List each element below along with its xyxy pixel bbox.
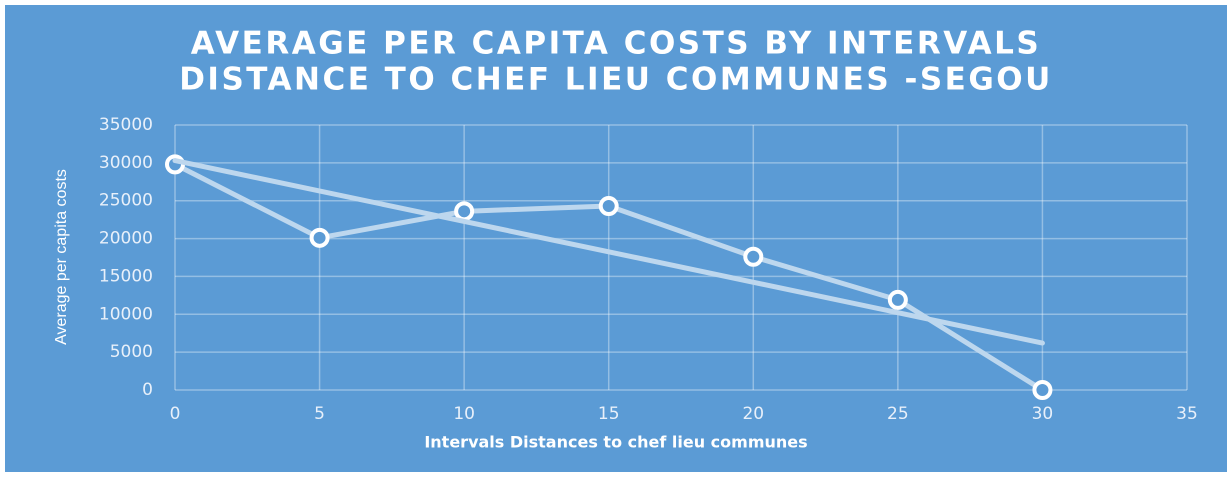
x-tick-label: 15 bbox=[598, 404, 620, 424]
marker bbox=[454, 201, 475, 222]
y-tick-label: 0 bbox=[142, 380, 153, 400]
y-tick-label: 5000 bbox=[110, 342, 153, 362]
y-tick-label: 25000 bbox=[99, 191, 153, 211]
x-tick-label: 25 bbox=[887, 404, 909, 424]
x-tick-label: 5 bbox=[314, 404, 325, 424]
x-tick-label: 30 bbox=[1032, 404, 1054, 424]
trendline bbox=[172, 158, 1045, 346]
y-tick-label: 15000 bbox=[99, 266, 153, 286]
marker bbox=[743, 246, 764, 267]
marker bbox=[309, 227, 330, 248]
chart-title: AVERAGE PER CAPITA COSTS BY INTERVALS bbox=[191, 26, 1041, 62]
x-axis-label: Intervals Distances to chef lieu commune… bbox=[424, 433, 807, 452]
y-tick-label: 35000 bbox=[99, 115, 153, 135]
marker bbox=[598, 196, 619, 217]
y-tick-label: 10000 bbox=[99, 304, 153, 324]
marker bbox=[887, 289, 908, 310]
chart-title: DISTANCE TO CHEF LIEU COMMUNES -SEGOU bbox=[179, 62, 1053, 98]
x-tick-label: 0 bbox=[170, 404, 181, 424]
y-axis-label: Average per capita costs bbox=[53, 169, 70, 345]
y-tick-label: 20000 bbox=[99, 229, 153, 249]
x-tick-label: 10 bbox=[453, 404, 475, 424]
x-tick-label: 35 bbox=[1176, 404, 1198, 424]
y-tick-label: 30000 bbox=[99, 153, 153, 173]
marker bbox=[1032, 380, 1053, 400]
chart-background bbox=[5, 5, 1227, 472]
x-tick-label: 20 bbox=[742, 404, 764, 424]
